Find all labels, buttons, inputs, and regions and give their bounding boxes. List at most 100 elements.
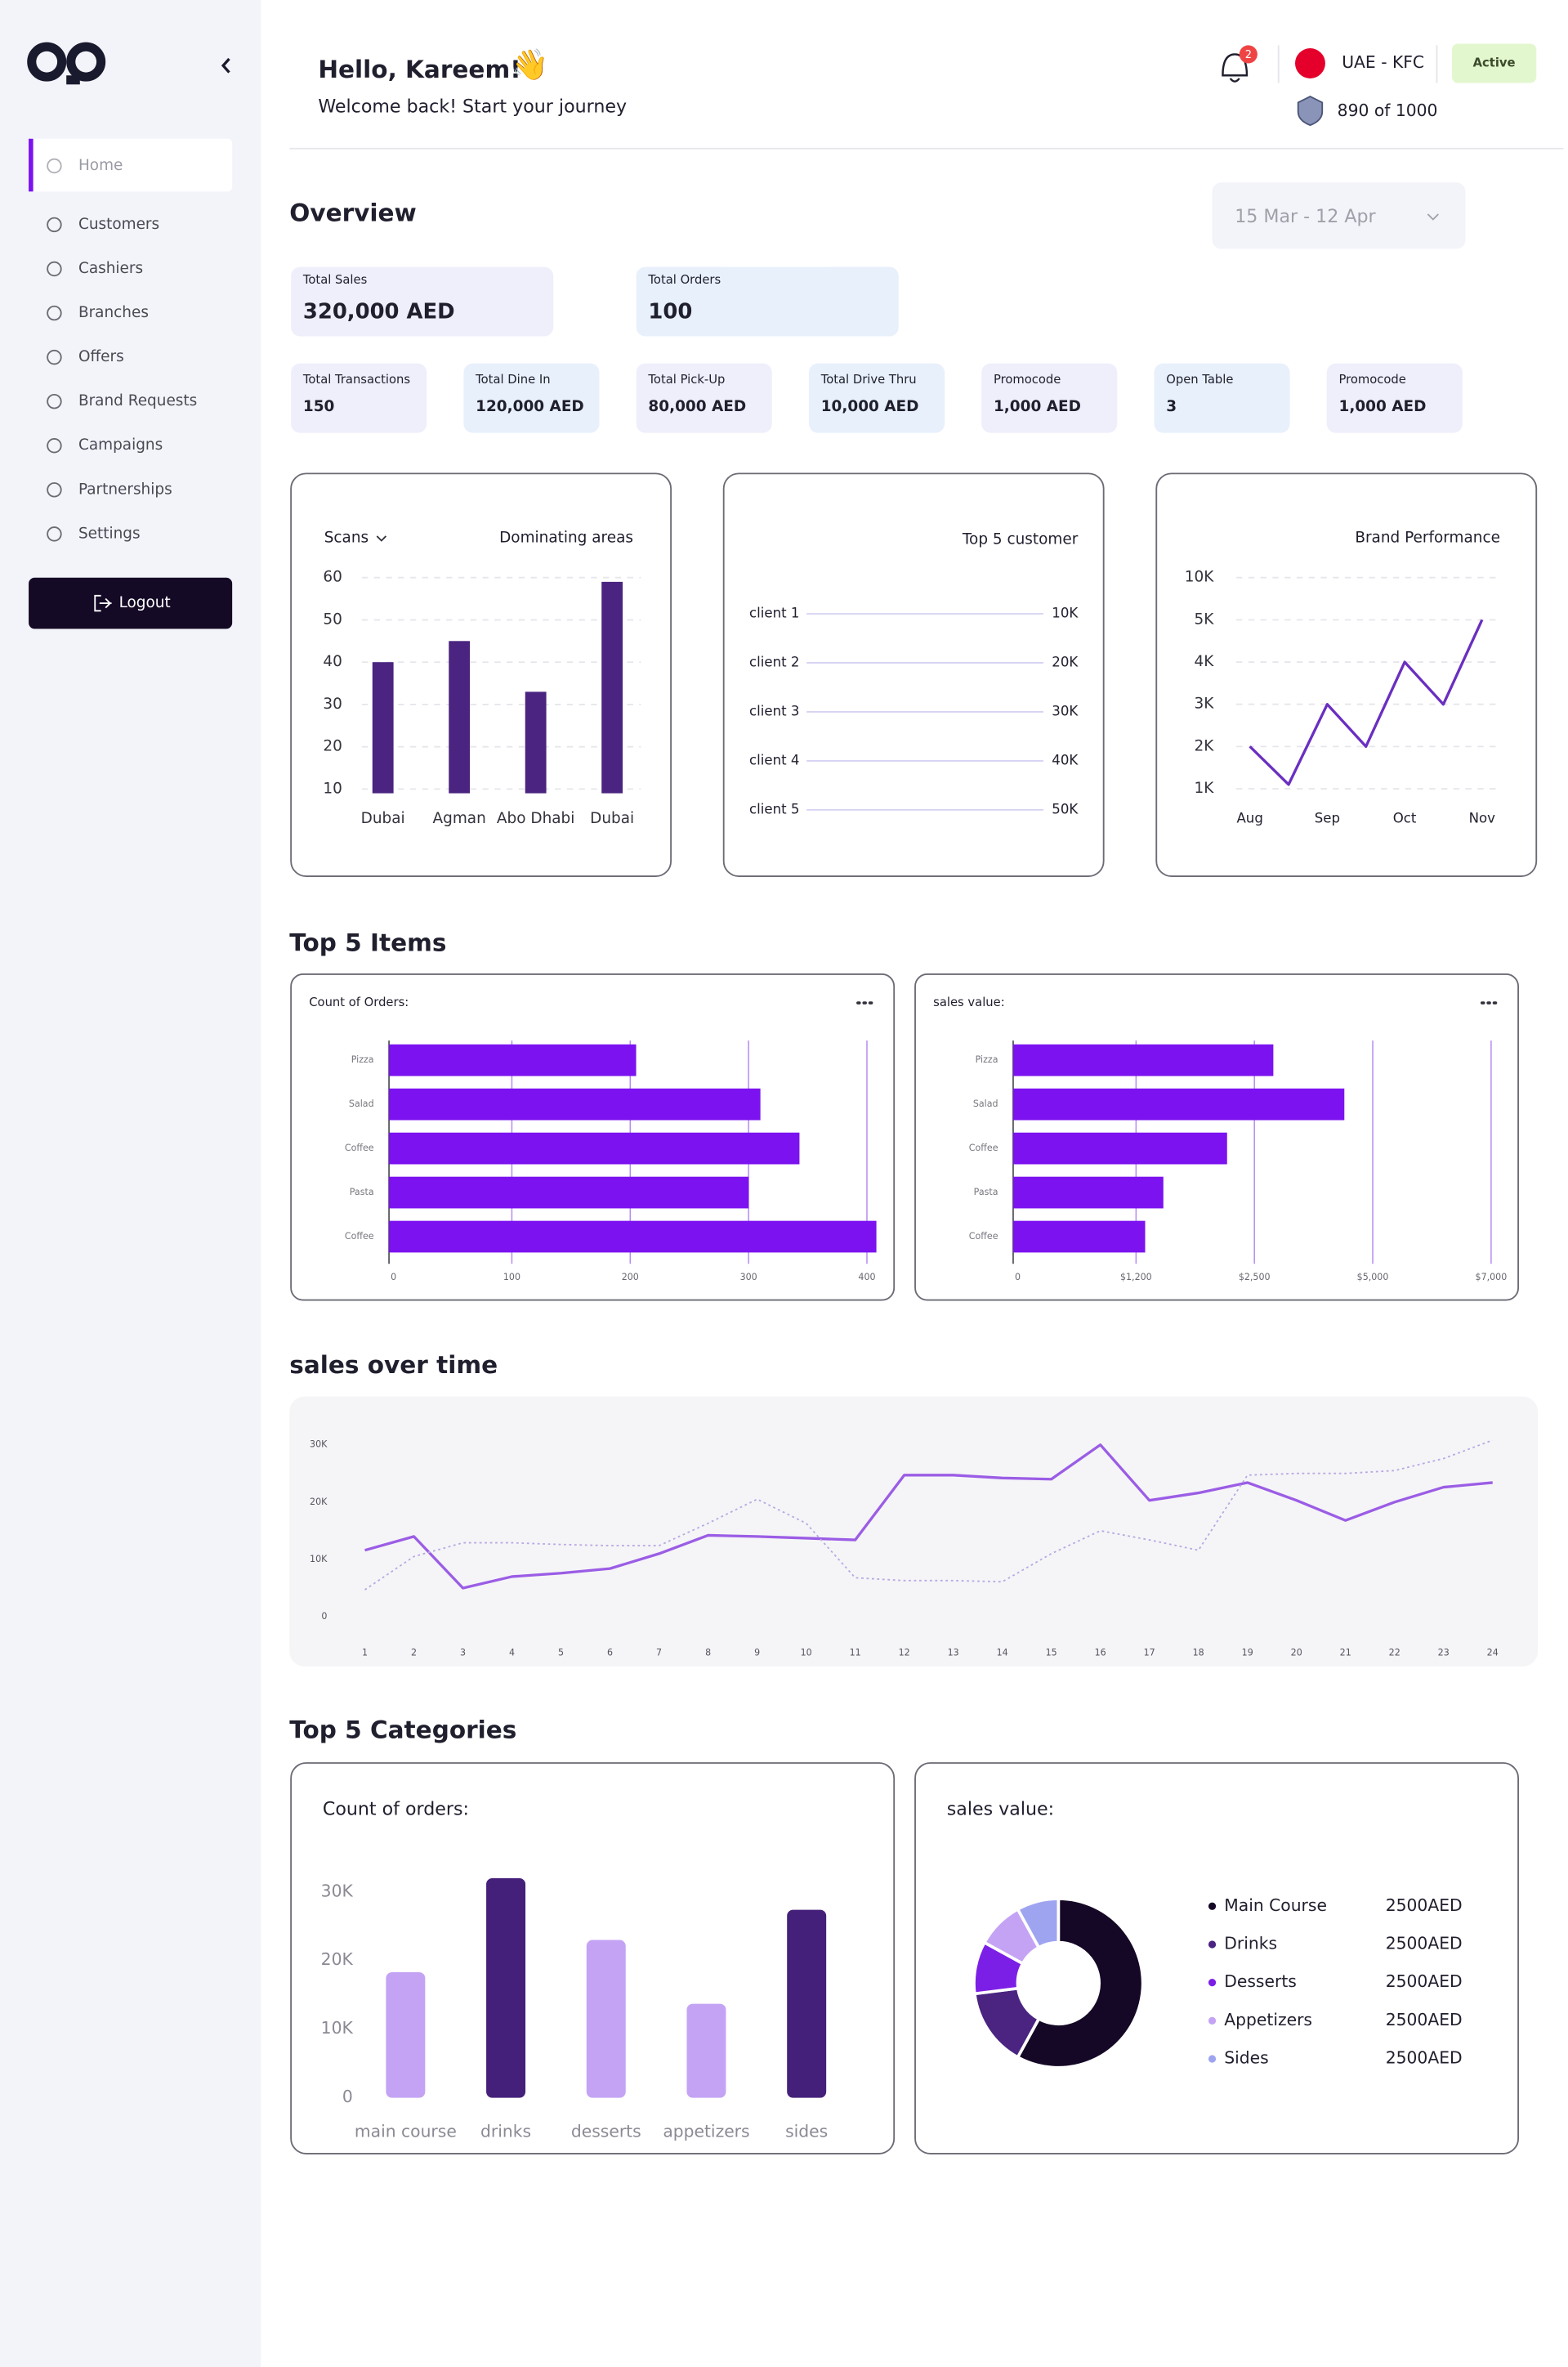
x-tick-label: $5,000 [1357,1272,1389,1282]
x-tick-label: 15 [1046,1647,1057,1658]
legend-dot [1208,1902,1217,1910]
stat-value: 100 [648,299,692,324]
date-range: 15 Mar - 12 Apr [1235,206,1376,227]
section-title: Top 5 Categories [289,1716,516,1744]
chart-selector[interactable]: Scans [324,530,369,547]
y-tick-label: Coffee [969,1231,998,1242]
x-tick-label: 0 [1015,1272,1021,1282]
customer-value: 30K [1052,703,1079,718]
chart-title: Top 5 customer [962,531,1079,548]
legend-dot [1208,2055,1217,2063]
selector-chevron [376,535,387,542]
nav-item[interactable]: Campaigns [78,436,163,454]
y-tick-label: 40 [323,653,342,670]
x-tick-label: main course [355,2122,457,2141]
y-tick-label: 1K [1195,780,1215,797]
chart-title: Brand Performance [1355,530,1500,547]
y-tick-label: 10 [323,780,342,797]
y-tick-label: 60 [323,569,342,586]
nav-item[interactable]: Branches [78,304,149,321]
date-picker[interactable] [1212,182,1466,249]
customer-value: 20K [1052,654,1079,669]
customer-name: client 2 [749,654,799,669]
x-tick-label: Dubai [361,810,405,827]
points-icon [1297,96,1324,127]
greeting: Hello, Kareem! [318,56,520,83]
x-tick-label: 11 [850,1647,861,1658]
x-tick-label: 0 [391,1272,396,1282]
nav-icon [47,526,62,542]
y-tick-label: Pasta [350,1187,374,1197]
nav-icon [47,349,62,365]
chart-card [914,1762,1520,2154]
stat-card [1154,363,1290,433]
chart-card [722,472,1105,877]
y-tick-label: Salad [973,1098,998,1109]
stat-value: 1,000 AED [994,398,1081,415]
stat-value: 320,000 AED [303,299,455,324]
customer-name: client 4 [749,752,799,767]
x-tick-label: 3 [460,1647,466,1658]
x-tick-label: 5 [558,1647,564,1658]
logout-label: Logout [119,594,171,611]
y-tick-label: Coffee [345,1231,374,1242]
bar [525,691,547,794]
x-tick-label: appetizers [663,2122,749,2141]
legend-dot [1208,2016,1217,2025]
bar [601,581,623,794]
nav-item[interactable]: Settings [78,525,141,542]
x-tick-label: drinks [480,2122,531,2141]
x-tick-label: 7 [656,1647,662,1658]
x-tick-label: Agman [433,810,486,827]
y-tick-label: 30 [323,696,342,713]
x-tick-label: 100 [503,1272,520,1282]
nav-item[interactable]: Brand Requests [78,392,197,409]
x-tick-label: 24 [1487,1647,1499,1658]
x-tick-label: 2 [411,1647,417,1658]
donut-segment [1016,1897,1145,2069]
x-tick-label: Abo Dhabi [497,810,574,827]
stat-card [291,266,554,337]
y-tick-label: 4K [1195,653,1215,670]
notification-count: 2 [1245,49,1252,61]
chart-card [1155,472,1538,877]
nav-icon [47,158,62,174]
legend-dot [1208,1940,1217,1949]
nav-icon [47,482,62,498]
x-tick-label: 20 [1291,1647,1302,1658]
x-tick-label: Aug [1236,810,1262,826]
bar [1012,1132,1227,1165]
customer-value: 10K [1052,605,1079,620]
nav-item[interactable]: Cashiers [78,260,143,277]
legend-amount: 2500AED [1386,1933,1463,1953]
logo-o [27,42,67,82]
stat-value: 150 [303,398,335,415]
stat-label: Total Drive Thru [820,373,917,387]
nav-item[interactable]: Offers [78,348,124,365]
bar [389,1220,877,1253]
bar [449,641,471,794]
chart-title: Count of orders: [323,1799,469,1820]
stat-card [1326,363,1463,433]
nav-item[interactable]: Customers [78,216,159,233]
stat-card [981,363,1118,433]
logout-button[interactable] [29,577,233,629]
collapse-button[interactable] [221,57,230,74]
y-tick-label: Pasta [974,1187,998,1197]
stat-label: Total Orders [647,273,721,287]
nav-icon [47,217,62,233]
nav-item[interactable]: Home [78,157,123,174]
nav-item[interactable]: Partnerships [78,481,172,498]
customer-value: 40K [1052,752,1079,767]
logo-bar [66,75,80,85]
bar [686,2003,726,2098]
chart-title: sales value: [933,996,1005,1009]
brand-name: UAE - KFC [1342,52,1424,72]
stat-card [291,363,427,433]
points: 890 of 1000 [1338,101,1438,120]
y-tick-label: 2K [1195,737,1215,754]
y-tick-label: Coffee [969,1143,998,1153]
notification-bell[interactable]: 2 [1222,45,1258,83]
active-nav-bg [29,138,233,192]
